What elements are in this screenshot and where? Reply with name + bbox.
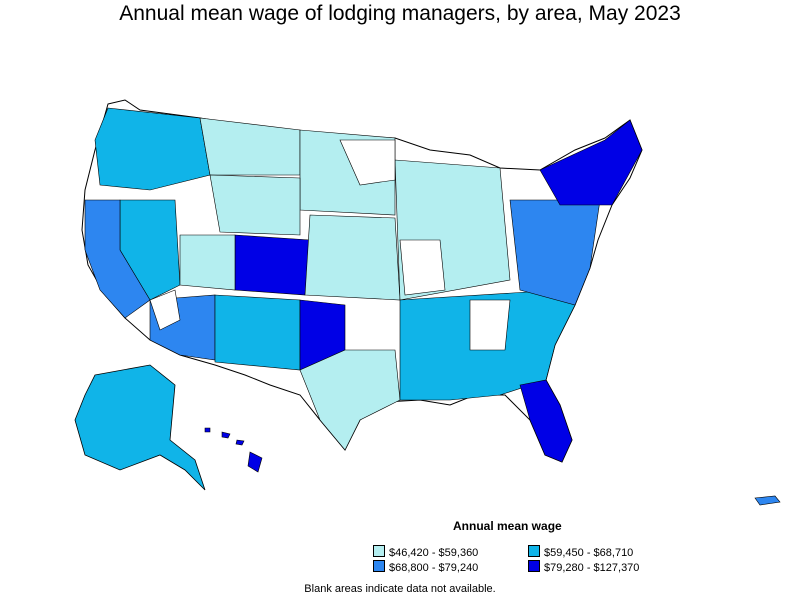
area-colorado xyxy=(234,234,311,296)
legend-item: $68,800 - $79,240 xyxy=(373,560,478,574)
legend-item: $79,280 - $127,370 xyxy=(528,560,639,574)
legend-title: Annual mean wage xyxy=(453,519,562,533)
legend-label: $68,800 - $79,240 xyxy=(389,562,479,574)
legend-swatch xyxy=(528,560,540,572)
alaska xyxy=(74,364,206,491)
legend-label: $46,420 - $59,360 xyxy=(389,547,479,559)
legend-swatch xyxy=(528,545,540,557)
area-texas xyxy=(299,349,401,451)
legend-label: $79,280 - $127,370 xyxy=(544,562,640,574)
legend-label: $59,450 - $68,710 xyxy=(544,547,634,559)
area-mid-atlantic xyxy=(509,199,601,306)
legend-swatch xyxy=(373,560,385,572)
legend-item: $59,450 - $68,710 xyxy=(528,545,633,559)
area-no-data xyxy=(339,139,396,186)
area-california-coast xyxy=(84,199,151,319)
area-new-mexico xyxy=(214,294,301,371)
area-no-data xyxy=(399,239,446,296)
legend-swatch xyxy=(373,545,385,557)
area-no-data xyxy=(469,299,511,351)
area-utah xyxy=(179,234,236,291)
puerto-rico xyxy=(754,495,781,506)
area-northwest xyxy=(94,107,211,191)
area-florida xyxy=(519,379,573,463)
area-kansas-nebraska xyxy=(304,214,401,301)
area-no-data xyxy=(149,289,181,331)
area-montana xyxy=(199,117,301,176)
footnote: Blank areas indicate data not available. xyxy=(304,583,496,595)
hawaii xyxy=(204,427,263,473)
area-northeast xyxy=(539,119,643,206)
map-title: Annual mean wage of lodging managers, by… xyxy=(119,2,681,25)
area-wyoming xyxy=(209,174,301,236)
legend-item: $46,420 - $59,360 xyxy=(373,545,478,559)
